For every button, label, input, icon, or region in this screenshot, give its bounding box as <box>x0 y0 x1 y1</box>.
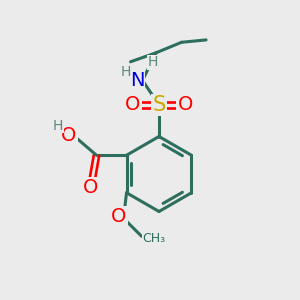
Text: O: O <box>83 178 98 197</box>
Text: H: H <box>148 56 158 69</box>
Text: H: H <box>121 65 131 79</box>
Text: CH₃: CH₃ <box>142 232 166 245</box>
Text: N: N <box>130 71 144 90</box>
Text: H: H <box>53 119 63 133</box>
Text: O: O <box>111 207 127 226</box>
Text: S: S <box>152 95 166 115</box>
Text: O: O <box>177 95 193 115</box>
Text: O: O <box>61 126 76 145</box>
Text: O: O <box>125 95 141 115</box>
